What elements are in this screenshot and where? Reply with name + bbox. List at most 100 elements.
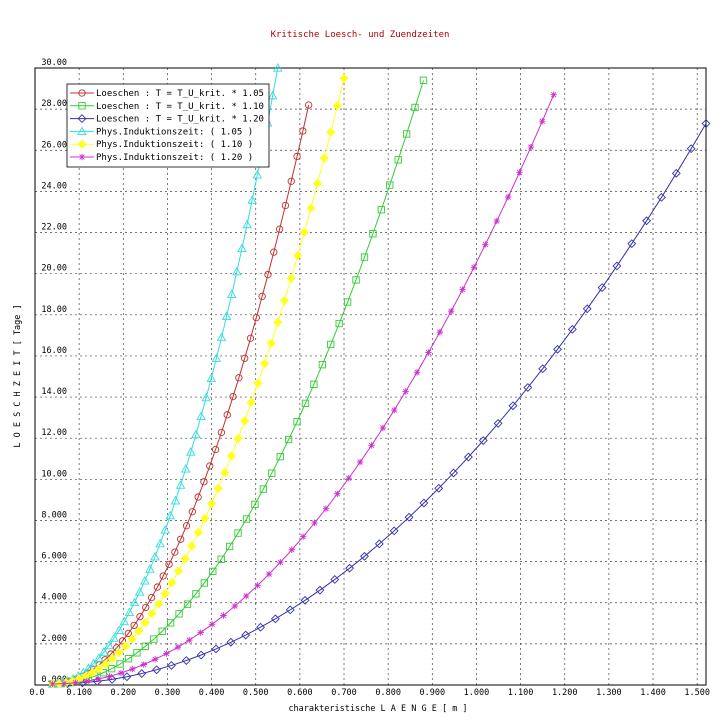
data-point [306, 203, 316, 213]
data-point [226, 289, 237, 298]
data-point [150, 551, 160, 561]
data-point [175, 480, 186, 489]
y-tick-label: 2.000 [41, 634, 67, 644]
data-point [165, 560, 173, 569]
data-point [310, 380, 318, 388]
data-point [276, 453, 284, 461]
data-point [118, 637, 127, 645]
data-point [167, 577, 177, 588]
data-point [93, 653, 104, 662]
data-point [240, 416, 250, 426]
x-tick-label: 0.300 [155, 688, 181, 698]
data-point [83, 663, 94, 673]
x-tick-label: 1.500 [684, 688, 710, 698]
data-point [293, 152, 301, 161]
data-point [211, 445, 220, 454]
data-point [201, 392, 211, 402]
data-point [171, 548, 179, 556]
data-point [191, 429, 201, 439]
data-point [478, 436, 488, 445]
data-point [612, 261, 622, 271]
data-point [187, 541, 197, 551]
data-point [49, 680, 56, 688]
legend-item: Loeschen : T = T_U_krit. * 1.05 [70, 89, 264, 99]
data-point [223, 411, 231, 419]
data-point [413, 369, 421, 376]
data-point [299, 127, 307, 135]
y-tick-label: 14.00 [41, 387, 67, 397]
data-point [642, 216, 652, 226]
data-point [301, 399, 310, 408]
data-point [411, 103, 419, 112]
data-point [183, 600, 192, 608]
data-point [701, 119, 711, 128]
data-point [200, 513, 210, 524]
data-point [130, 621, 138, 630]
series-line [52, 80, 424, 685]
data-point [78, 153, 86, 161]
data-point [493, 418, 503, 428]
data-point [77, 126, 87, 136]
data-point [145, 564, 155, 573]
data-point [159, 572, 167, 580]
data-point [246, 397, 256, 408]
data-point [268, 469, 276, 477]
data-point [78, 102, 86, 110]
data-point [142, 603, 150, 612]
data-point [270, 248, 278, 256]
x-tick-label: 1.300 [596, 688, 622, 698]
data-point [256, 622, 265, 632]
series-1 [49, 101, 313, 688]
y-tick-labels: 0.000 2.000 4.000 6.000 8.000 10.00 12.00 14.00… [41, 58, 67, 685]
data-point [235, 374, 243, 382]
y-tick-label: 28.00 [41, 99, 67, 109]
data-point [279, 296, 290, 306]
data-point [459, 286, 466, 293]
data-point [319, 153, 329, 163]
data-point [153, 583, 162, 591]
x-tick-label: 0.600 [287, 688, 313, 698]
y-axis-label: L O E S C H Z E I T [ Tage ] [13, 304, 23, 447]
series-2 [49, 76, 428, 688]
data-point [504, 193, 512, 201]
x-tick-label: 0.0 [29, 688, 44, 698]
data-point [356, 458, 364, 466]
data-point [114, 648, 124, 658]
data-point [582, 304, 592, 314]
legend-item: Phys.Induktionszeit: ( 1.20 ) [70, 153, 253, 163]
series-group [47, 63, 711, 689]
data-point [299, 227, 309, 237]
data-point [99, 647, 109, 656]
data-point [259, 485, 267, 493]
data-point [87, 668, 98, 678]
data-point [326, 127, 336, 137]
data-point [253, 378, 263, 388]
legend-label: Loeschen : T = T_U_krit. * 1.20 [96, 115, 264, 125]
data-point [343, 298, 352, 306]
series-4 [47, 63, 283, 688]
y-tick-label: 18.00 [41, 305, 67, 315]
data-point [147, 608, 157, 619]
data-point [368, 442, 375, 449]
data-point [83, 678, 91, 685]
y-tick-label: 8.000 [41, 510, 67, 520]
data-point [136, 613, 144, 621]
data-point [141, 642, 150, 650]
data-point [129, 665, 136, 673]
data-point [360, 551, 369, 561]
data-point [270, 614, 280, 624]
data-point [160, 525, 170, 534]
data-point [124, 607, 135, 617]
legend-item: Loeschen : T = T_U_krit. * 1.20 [70, 114, 264, 125]
data-point [217, 555, 225, 563]
data-point [104, 640, 114, 650]
data-point [273, 63, 283, 72]
data-point [266, 338, 276, 348]
data-point [299, 533, 307, 540]
x-tick-label: 1.100 [508, 688, 534, 698]
data-point [78, 89, 86, 97]
data-point [231, 602, 239, 610]
data-point [153, 599, 164, 609]
data-point [106, 673, 113, 680]
